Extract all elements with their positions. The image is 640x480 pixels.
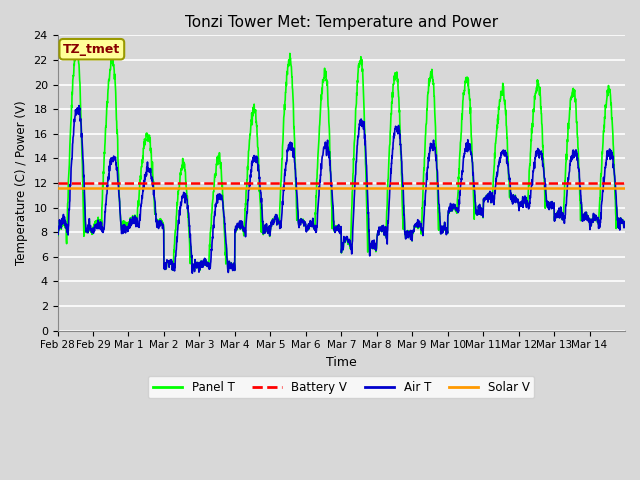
Legend: Panel T, Battery V, Air T, Solar V: Panel T, Battery V, Air T, Solar V xyxy=(148,376,534,398)
X-axis label: Time: Time xyxy=(326,356,356,369)
Air T xyxy=(545,204,552,210)
Y-axis label: Temperature (C) / Power (V): Temperature (C) / Power (V) xyxy=(15,101,28,265)
Line: Panel T: Panel T xyxy=(58,43,625,272)
Air T xyxy=(614,217,621,223)
Air T xyxy=(188,270,196,276)
Air T xyxy=(54,227,61,232)
Text: TZ_tmet: TZ_tmet xyxy=(63,43,120,56)
Air T xyxy=(513,196,520,202)
Panel T xyxy=(111,76,118,82)
Battery V xyxy=(89,180,97,186)
Panel T xyxy=(513,196,520,202)
Air T xyxy=(111,157,118,163)
Panel T xyxy=(545,204,552,210)
Air T xyxy=(376,226,383,231)
Panel T xyxy=(614,217,621,223)
Solar V xyxy=(89,185,97,191)
Line: Air T: Air T xyxy=(58,106,625,273)
Title: Tonzi Tower Met: Temperature and Power: Tonzi Tower Met: Temperature and Power xyxy=(185,15,498,30)
Panel T xyxy=(621,221,629,227)
Panel T xyxy=(376,226,383,232)
Battery V xyxy=(54,180,61,186)
Panel T xyxy=(73,40,81,46)
Panel T xyxy=(188,269,196,275)
Panel T xyxy=(234,227,241,233)
Solar V xyxy=(54,185,61,191)
Air T xyxy=(234,225,241,231)
Panel T xyxy=(54,229,61,235)
Air T xyxy=(75,103,83,108)
Air T xyxy=(621,220,629,226)
